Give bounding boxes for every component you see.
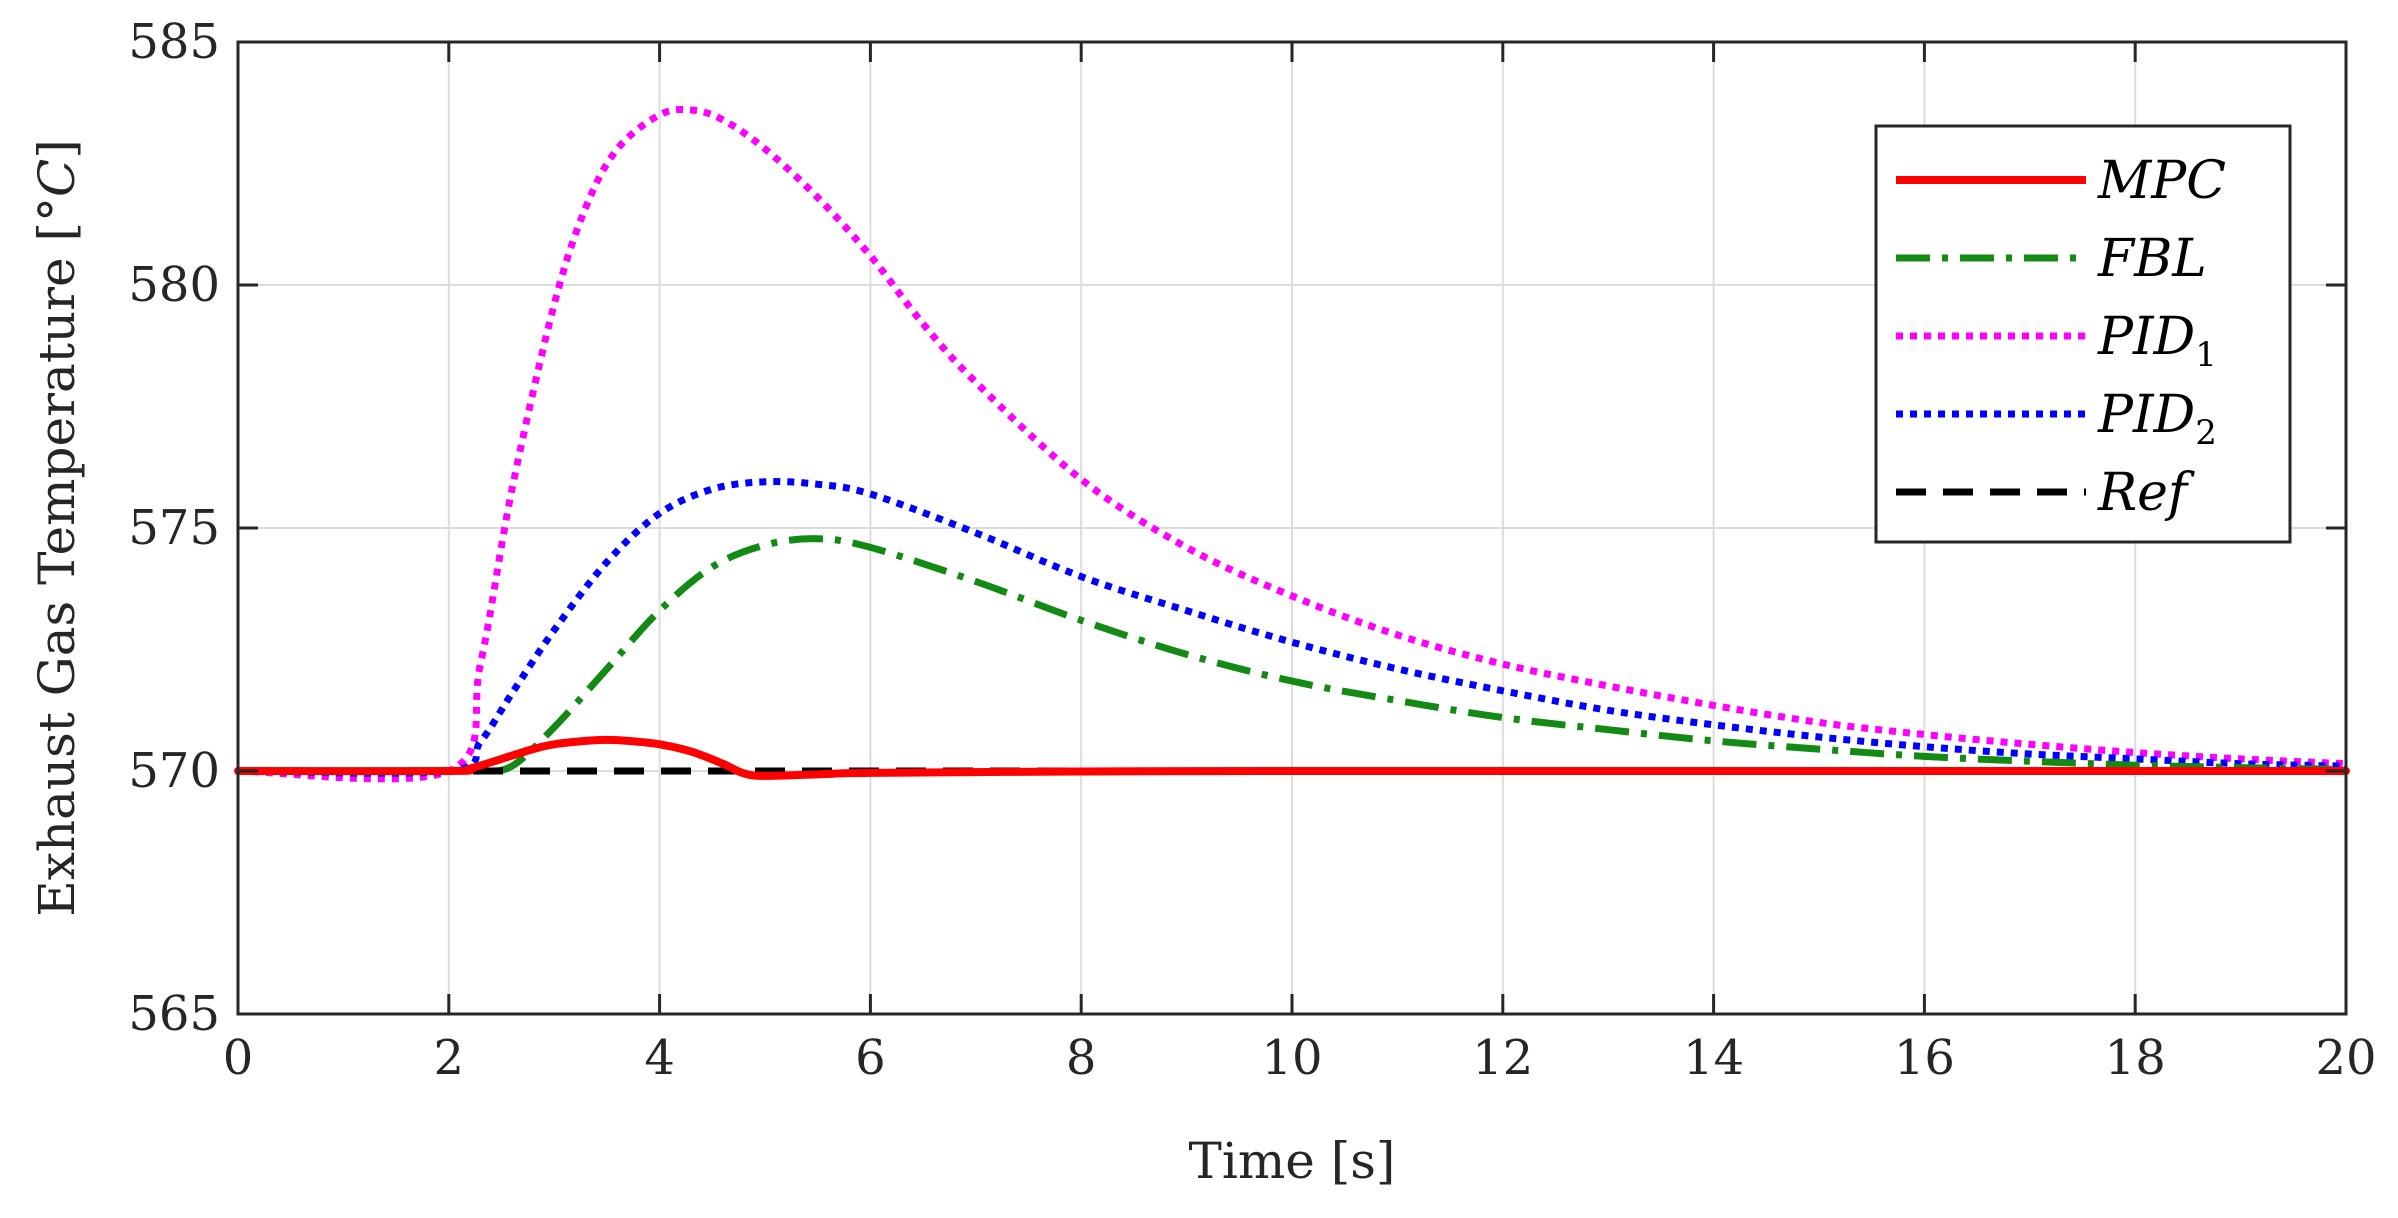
y-axis-label: Exhaust Gas Temperature [°C] — [28, 139, 86, 917]
x-tick-label: 18 — [2105, 1030, 2166, 1086]
y-axis-label-close: ] — [28, 139, 86, 159]
legend-label: MPC — [2097, 151, 2226, 211]
y-axis-label-main: Exhaust Gas Temperature [° — [28, 197, 86, 917]
legend-label-main: FBL — [2097, 229, 2207, 289]
y-tick-label: 580 — [128, 257, 220, 313]
x-tick-label: 2 — [434, 1030, 465, 1086]
x-tick-label: 16 — [1894, 1030, 1955, 1086]
legend-label: FBL — [2097, 229, 2207, 289]
y-tick-label: 585 — [128, 14, 220, 70]
x-tick-label: 10 — [1261, 1030, 1322, 1086]
x-tick-label: 6 — [855, 1030, 886, 1086]
legend-label-main: MPC — [2097, 151, 2226, 211]
x-axis-label: Time [s] — [1189, 1132, 1396, 1190]
legend-label-subscript: 2 — [2195, 413, 2217, 453]
legend-label: PID1 — [2097, 307, 2217, 375]
x-tick-label: 4 — [644, 1030, 675, 1086]
x-tick-label: 20 — [2315, 1030, 2376, 1086]
legend-label: Ref — [2097, 463, 2195, 523]
y-axis-label-unit: C — [28, 159, 86, 197]
x-tick-label: 14 — [1683, 1030, 1744, 1086]
legend-label: PID2 — [2097, 385, 2217, 453]
x-tick-label: 12 — [1472, 1030, 1533, 1086]
legend-label-main: PID — [2097, 307, 2195, 367]
plot-series — [234, 105, 2350, 783]
series-line-pid-2 — [237, 478, 2347, 777]
y-tick-label: 565 — [128, 986, 220, 1042]
x-tick-label: 0 — [223, 1030, 254, 1086]
legend-label-main: PID — [2097, 385, 2195, 445]
y-tick-label: 575 — [128, 500, 220, 556]
legend-label-main: Ref — [2097, 463, 2195, 523]
y-tick-label: 570 — [128, 743, 220, 799]
series-line-fbl — [237, 535, 2347, 775]
series-line-mpc — [234, 735, 2350, 780]
x-tick-label: 8 — [1066, 1030, 1097, 1086]
legend-label-subscript: 1 — [2195, 335, 2217, 375]
